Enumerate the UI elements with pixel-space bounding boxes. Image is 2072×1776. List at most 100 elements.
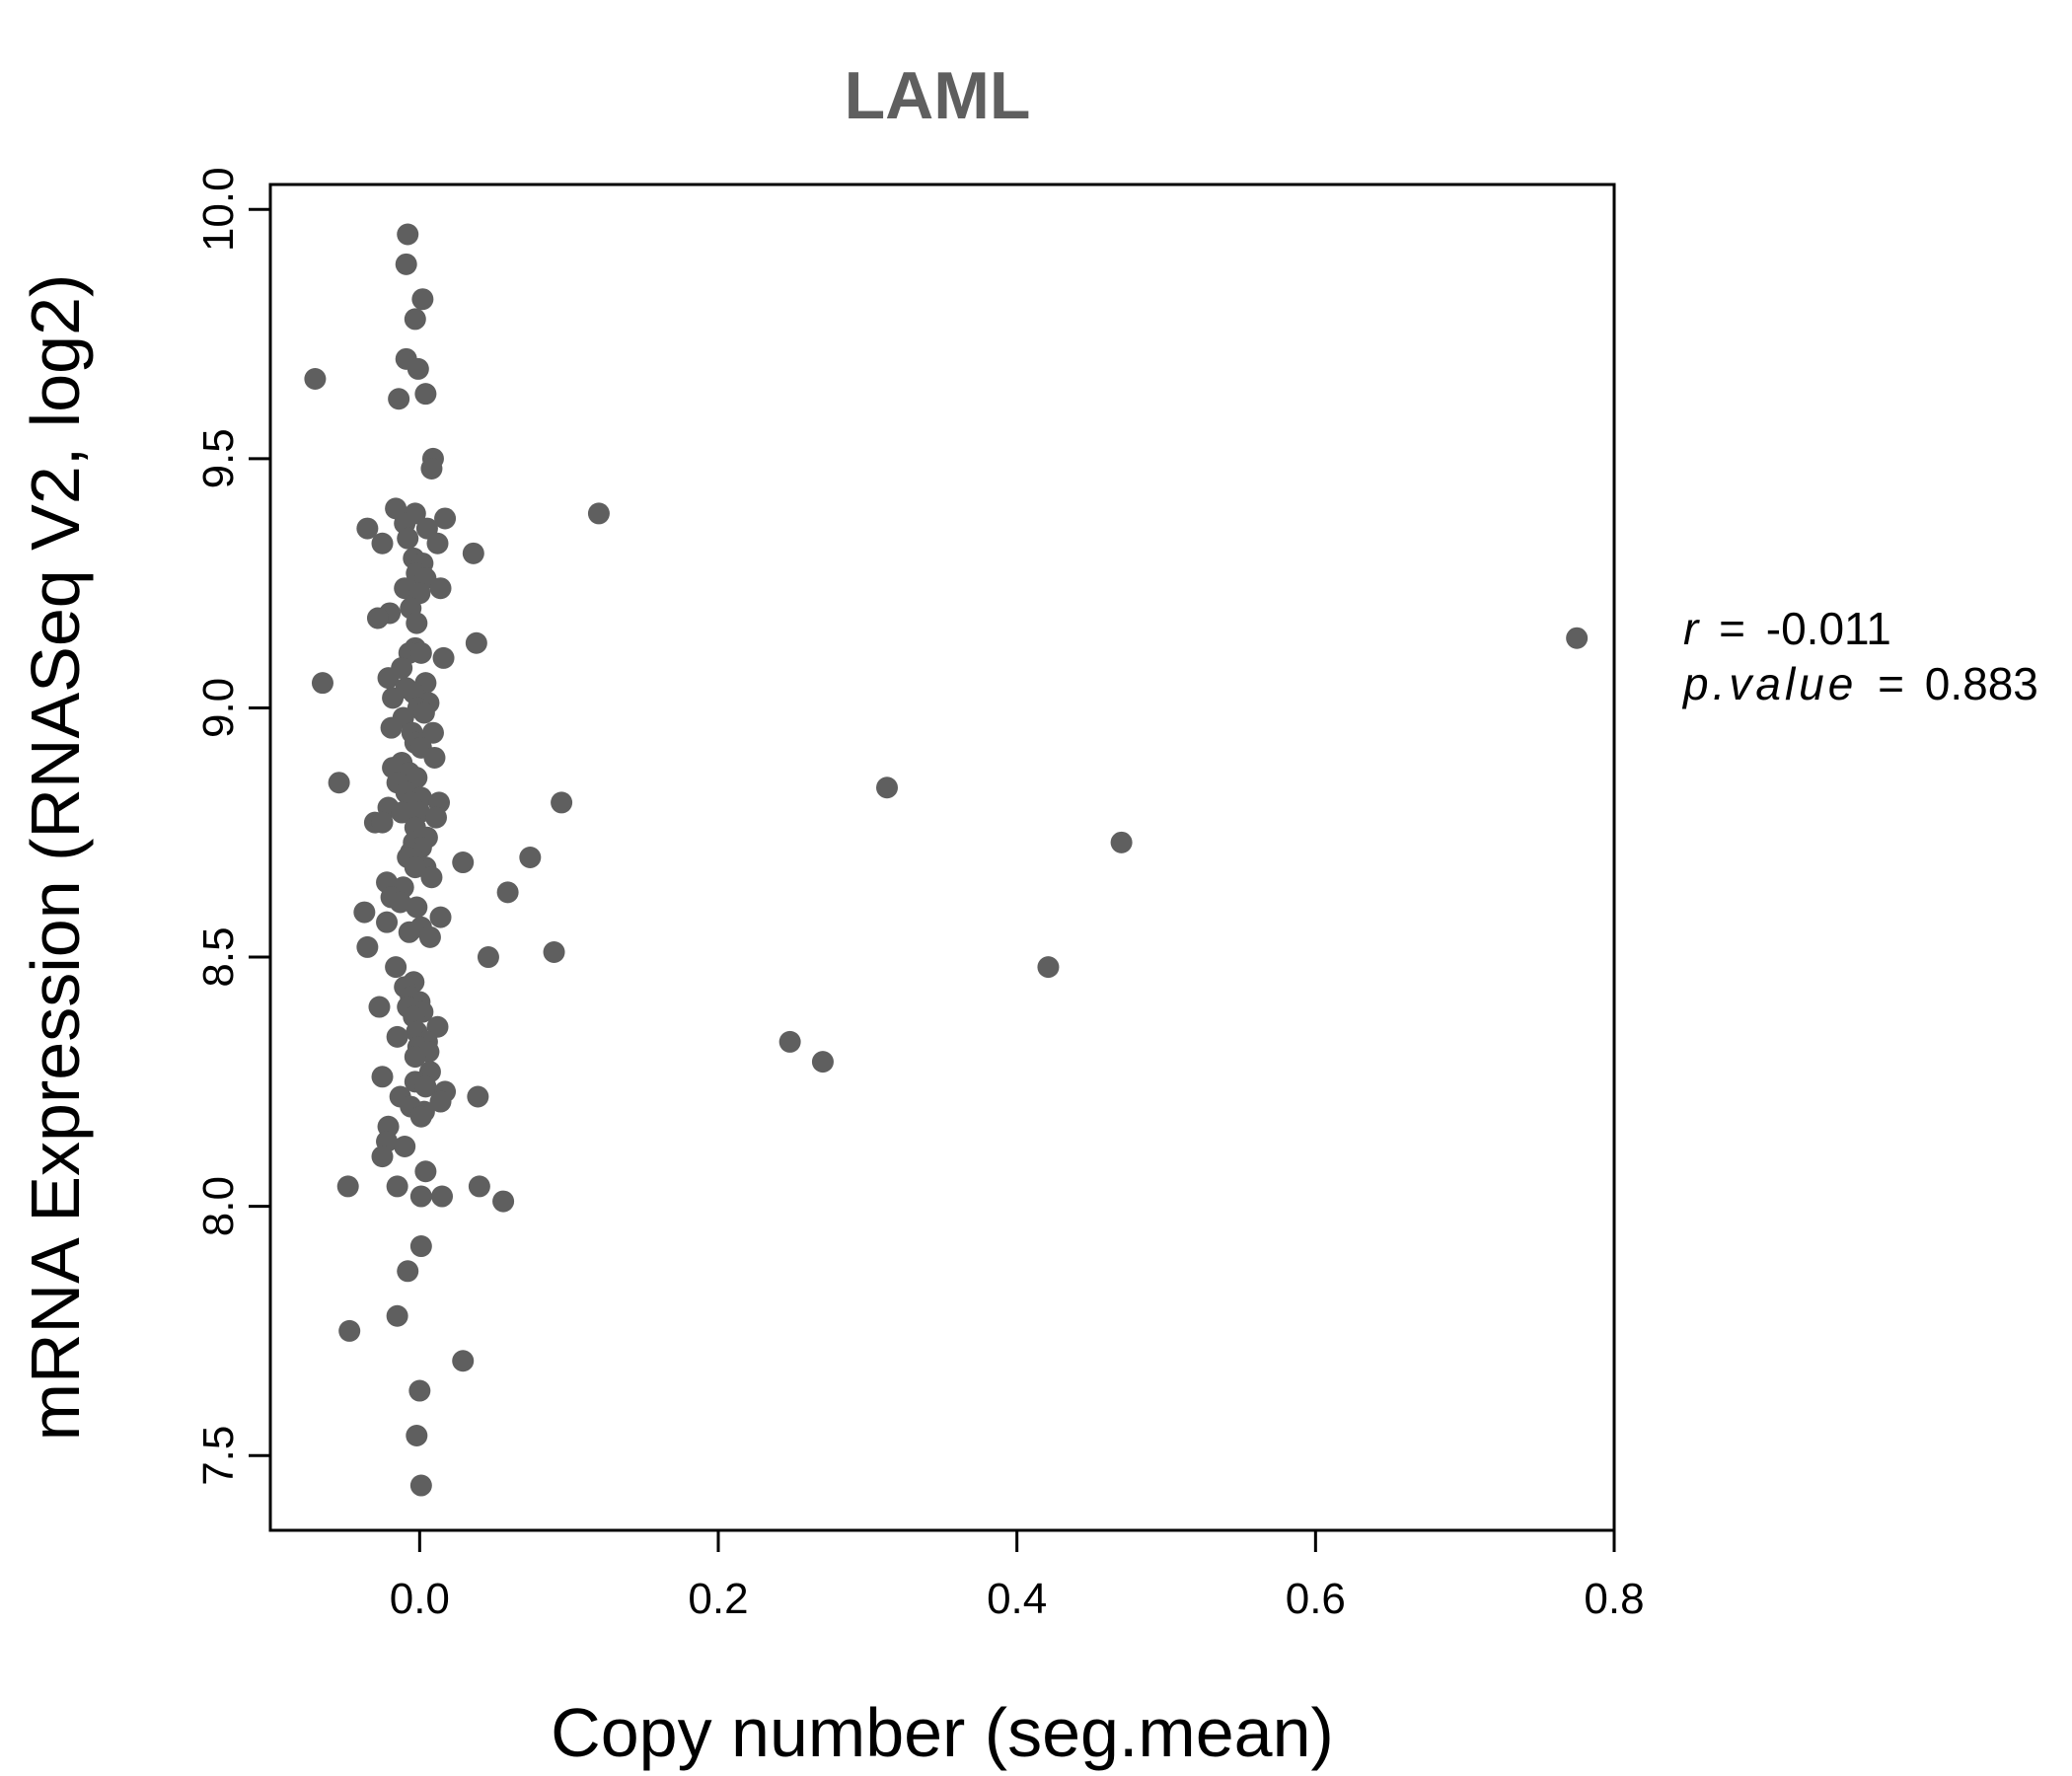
data-point	[389, 891, 411, 914]
data-point	[406, 612, 428, 634]
data-point	[1110, 831, 1133, 853]
y-tick-label: 7.5	[194, 1426, 243, 1486]
data-point	[353, 901, 376, 924]
data-point	[404, 308, 426, 331]
x-axis-label: Copy number (seg.mean)	[551, 1694, 1334, 1771]
data-point	[465, 631, 487, 654]
data-point	[395, 253, 417, 275]
data-point	[778, 1030, 801, 1053]
data-point	[382, 687, 405, 709]
r-value: -0.011	[1766, 603, 1891, 654]
data-point	[1037, 956, 1060, 979]
data-point	[420, 457, 443, 480]
y-tick-label: 8.5	[194, 926, 243, 987]
data-point	[368, 996, 391, 1018]
data-point	[407, 357, 429, 380]
data-point	[385, 956, 407, 979]
data-point	[406, 1425, 428, 1447]
y-axis-label: mRNA Expression (RNASeq V2, log2)	[17, 274, 94, 1442]
data-point	[328, 772, 350, 794]
x-tick-label: 0.4	[987, 1575, 1047, 1623]
data-point	[462, 542, 484, 564]
correlation-annotation: r = -0.011 p.value = 0.883	[1681, 603, 2038, 709]
x-tick-label: 0.2	[688, 1575, 748, 1623]
y-axis: 7.5 8.0 8.5 9.0 9.5 10.0	[194, 167, 272, 1486]
data-point	[386, 1025, 408, 1048]
p-equals: =	[1878, 658, 1904, 709]
data-point	[492, 1190, 515, 1213]
data-point	[414, 1075, 437, 1098]
data-point	[477, 946, 499, 969]
data-point	[408, 1379, 431, 1402]
data-point	[543, 940, 565, 963]
r-equals: =	[1719, 603, 1745, 654]
data-point	[467, 1085, 489, 1108]
data-point	[811, 1051, 834, 1073]
data-point	[426, 532, 449, 555]
data-point	[394, 1136, 416, 1158]
y-tick-label: 10.0	[194, 167, 243, 252]
data-point	[452, 1350, 475, 1372]
data-point	[409, 1105, 432, 1128]
data-point	[876, 777, 899, 799]
data-point	[304, 368, 327, 391]
data-point	[587, 502, 610, 525]
data-point	[388, 388, 410, 410]
data-point	[371, 811, 394, 834]
data-point	[386, 1304, 408, 1327]
data-points	[304, 223, 1589, 1497]
data-point	[371, 1146, 394, 1168]
data-point	[412, 702, 435, 724]
data-point	[377, 667, 400, 690]
data-point	[336, 1175, 359, 1198]
data-point	[411, 288, 434, 311]
data-point	[429, 1090, 452, 1113]
data-point	[409, 1235, 432, 1258]
svg-text:p.value = 0.883: p.value = 0.883	[1681, 658, 2038, 709]
data-point	[409, 1474, 432, 1497]
p-label: p.value	[1681, 658, 1857, 709]
chart-title: LAML	[845, 58, 1031, 133]
x-axis: 0.0 0.2 0.4 0.6 0.8	[390, 1528, 1645, 1623]
data-point	[496, 881, 519, 904]
data-point	[519, 847, 542, 868]
data-point	[356, 935, 379, 958]
data-point	[398, 921, 420, 943]
data-point	[468, 1175, 490, 1198]
data-point	[404, 1046, 426, 1069]
data-point	[434, 507, 457, 530]
data-point	[406, 896, 428, 919]
data-point	[420, 866, 443, 889]
y-tick-label: 9.5	[194, 428, 243, 488]
p-value: 0.883	[1925, 658, 2038, 709]
x-tick-label: 0.6	[1286, 1575, 1346, 1623]
r-label: r	[1683, 603, 1700, 654]
data-point	[386, 1175, 408, 1198]
data-point	[418, 925, 441, 948]
data-point	[404, 856, 426, 879]
data-point	[371, 1066, 394, 1088]
data-point	[421, 721, 444, 744]
data-point	[391, 801, 413, 824]
data-point	[551, 791, 573, 814]
y-tick-label: 8.0	[194, 1176, 243, 1236]
data-point	[397, 527, 419, 550]
x-tick-label: 0.0	[390, 1575, 450, 1623]
x-tick-label: 0.8	[1584, 1575, 1644, 1623]
data-point	[424, 806, 447, 829]
data-point	[380, 716, 403, 739]
y-tick-label: 9.0	[194, 678, 243, 738]
data-point	[366, 607, 389, 629]
data-point	[371, 532, 394, 555]
data-point	[432, 646, 455, 669]
data-point	[452, 851, 475, 874]
data-point	[431, 1185, 454, 1208]
data-point	[397, 223, 419, 246]
data-point	[376, 911, 399, 933]
data-point	[356, 517, 379, 540]
data-point	[414, 383, 437, 406]
svg-text:r = -0.011: r = -0.011	[1683, 603, 1891, 654]
data-point	[414, 1160, 437, 1183]
data-point	[429, 906, 452, 928]
